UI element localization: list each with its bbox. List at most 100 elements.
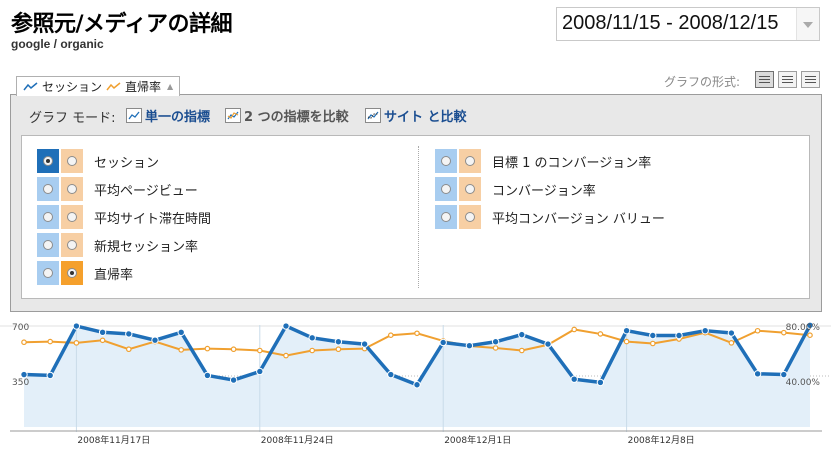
metric-selector-tab[interactable]: セッション 直帰率 ▲ [16,76,181,96]
metric-row-conversion-rate: コンバージョン率 [434,176,596,202]
metric-label: 新規セッション率 [94,239,199,255]
sessions-point [491,338,500,346]
left-axis-tick-label: 700 [12,323,29,333]
radio-dot-icon [43,268,53,278]
metric-label: 平均サイト滞在時間 [94,211,212,227]
metric-row-avg-time: 平均サイト滞在時間 [36,204,211,230]
bounce-rate-point [807,332,813,339]
bounce-rate-point [518,347,525,354]
metric-row-new-sessions: 新規セッション率 [36,232,198,258]
blue-radio-sessions[interactable] [36,148,60,174]
metric-row-avg-conversion-value: 平均コンバージョン バリュー [434,204,665,230]
sessions-point [439,338,447,347]
metric-tab-primary-label: セッション [42,80,103,94]
orange-radio-avg-conversion-value[interactable] [458,204,482,230]
blue-radio-bounce-rate[interactable] [36,260,60,286]
x-axis-tick-label: 2008年12月8日 [628,434,695,446]
radio-dot-icon [67,212,77,222]
line-chart[interactable]: 700 350 80.00% 40.00% 2008年11月17日 2008年11月24日… [0,312,831,453]
mode-single-metric[interactable]: 単一の指標 [126,106,210,125]
bounce-rate-point [256,347,263,354]
date-range-picker[interactable]: 2008/11/15 - 2008/12/15 [556,7,820,41]
sessions-point [622,326,631,335]
orange-radio-conversion-rate[interactable] [458,176,482,202]
metric-label: 目標 1 のコンバージョン率 [492,155,652,171]
radio-dot-icon [43,156,53,166]
bounce-rate-point [73,340,80,346]
radio-dot-icon [43,184,53,194]
metric-label: 平均コンバージョン バリュー [492,211,665,227]
orange-radio-new-sessions[interactable] [60,232,84,258]
radio-dot-icon [441,184,451,194]
bounce-rate-point [230,346,237,353]
sessions-point [387,370,395,379]
blue-line-icon [23,81,38,92]
bounce-rate-point [178,347,185,353]
bounce-rate-point [283,352,289,359]
bounce-rate-point [21,339,27,346]
radio-dot-icon [67,268,77,278]
sessions-point [203,371,212,380]
radio-dot-icon [43,212,53,222]
bounce-rate-point [728,340,735,346]
metric-label: 直帰率 [94,267,134,283]
sessions-point [518,330,526,339]
radio-dot-icon [465,184,475,194]
blue-radio-avg-conversion-value[interactable] [434,204,458,230]
orange-radio-goal1-conversion[interactable] [458,148,482,174]
caret-up-icon: ▲ [167,82,174,91]
left-axis-tick-label: 350 [12,378,29,388]
x-axis-tick-label: 2008年11月17日 [77,434,150,446]
sessions-area [24,325,810,427]
sessions-point [125,330,133,338]
line-chart-icon [126,108,142,123]
blue-radio-avg-pageviews[interactable] [36,176,60,202]
sessions-point [72,322,81,330]
sessions-point [596,378,605,387]
table-view-button[interactable] [778,71,797,88]
bounce-rate-point [780,329,787,336]
sessions-point [649,331,657,340]
sessions-point [177,328,185,336]
bounce-rate-point [649,340,656,347]
sessions-point [753,370,762,378]
bounce-rate-point [335,346,342,353]
blue-radio-goal1-conversion[interactable] [434,148,458,174]
orange-radio-sessions[interactable] [60,148,84,174]
metric-label: セッション [94,155,160,171]
radio-dot-icon [465,212,475,222]
radio-dot-icon [441,156,451,166]
chevron-down-icon[interactable] [796,8,819,40]
mode-compare-site[interactable]: サイト と比較 [365,106,467,125]
radio-dot-icon [441,212,451,222]
blue-radio-conversion-rate[interactable] [434,176,458,202]
graph-view-button[interactable] [755,71,774,88]
chart-svg: 700 350 80.00% 40.00% 2008年11月17日 2008年11月24日… [0,321,831,446]
blue-radio-new-sessions[interactable] [36,232,60,258]
orange-radio-bounce-rate[interactable] [60,260,84,286]
radio-dot-icon [43,240,53,250]
orange-radio-avg-pageviews[interactable] [60,176,84,202]
orange-radio-avg-time[interactable] [60,204,84,230]
bounce-rate-point [309,347,316,354]
radio-dot-icon [67,240,77,250]
sessions-point [780,370,788,379]
sessions-point [727,329,736,337]
list-view-button[interactable] [801,71,820,88]
sessions-point [46,371,54,380]
bounce-rate-point [126,346,132,353]
sessions-point [229,376,238,384]
blue-radio-avg-time[interactable] [36,204,60,230]
site-compare-chart-icon [365,108,381,123]
column-divider [418,146,419,288]
x-axis-tick-label: 2008年12月1日 [444,434,511,446]
metric-row-bounce-rate: 直帰率 [36,260,133,286]
metric-tab-secondary-label: 直帰率 [125,80,162,94]
bounce-rate-point [387,332,394,339]
mode-compare-two-metrics[interactable]: 2 つの指標を比較 [225,106,349,125]
sessions-point [544,340,552,348]
sessions-point [20,370,28,379]
graph-format-label: グラフの形式: [664,75,741,89]
sessions-point [570,375,578,383]
sessions-point [806,321,814,329]
